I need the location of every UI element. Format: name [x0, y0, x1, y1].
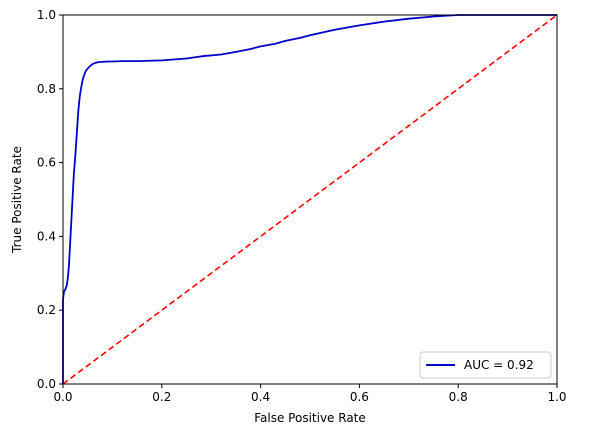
plot-area — [62, 14, 558, 385]
x-tick-label: 0.6 — [350, 390, 369, 404]
chance-diagonal-line — [62, 14, 558, 385]
plot-frame — [62, 14, 558, 385]
y-tick-label: 0.6 — [37, 156, 56, 170]
x-tick-label: 0.4 — [251, 390, 270, 404]
legend-label-auc: AUC = 0.92 — [464, 358, 534, 372]
axes: 0.0 0.2 0.4 0.6 0.8 1.0 0.0 0.2 0.4 0.6 0.8 1.0 — [37, 8, 567, 404]
y-axis-label: True Positive Rate — [10, 146, 24, 254]
x-tick-label: 0.2 — [152, 390, 171, 404]
x-tick-label: 0.8 — [449, 390, 468, 404]
legend-box — [419, 351, 552, 379]
y-tick-label: 0.2 — [37, 303, 56, 317]
roc-curve-line — [62, 14, 557, 384]
x-tick-label: 0.0 — [53, 390, 72, 404]
y-tick-label: 0.8 — [37, 82, 56, 96]
y-tick-label: 1.0 — [37, 8, 56, 22]
y-tick-label: 0.0 — [37, 377, 56, 391]
x-tick-label: 1.0 — [547, 390, 566, 404]
x-axis-label: False Positive Rate — [254, 411, 366, 425]
y-tick-label: 0.4 — [37, 229, 56, 243]
legend: AUC = 0.92 — [419, 351, 552, 379]
